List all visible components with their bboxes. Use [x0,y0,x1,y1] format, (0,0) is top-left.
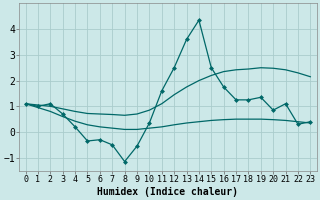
X-axis label: Humidex (Indice chaleur): Humidex (Indice chaleur) [98,186,238,197]
